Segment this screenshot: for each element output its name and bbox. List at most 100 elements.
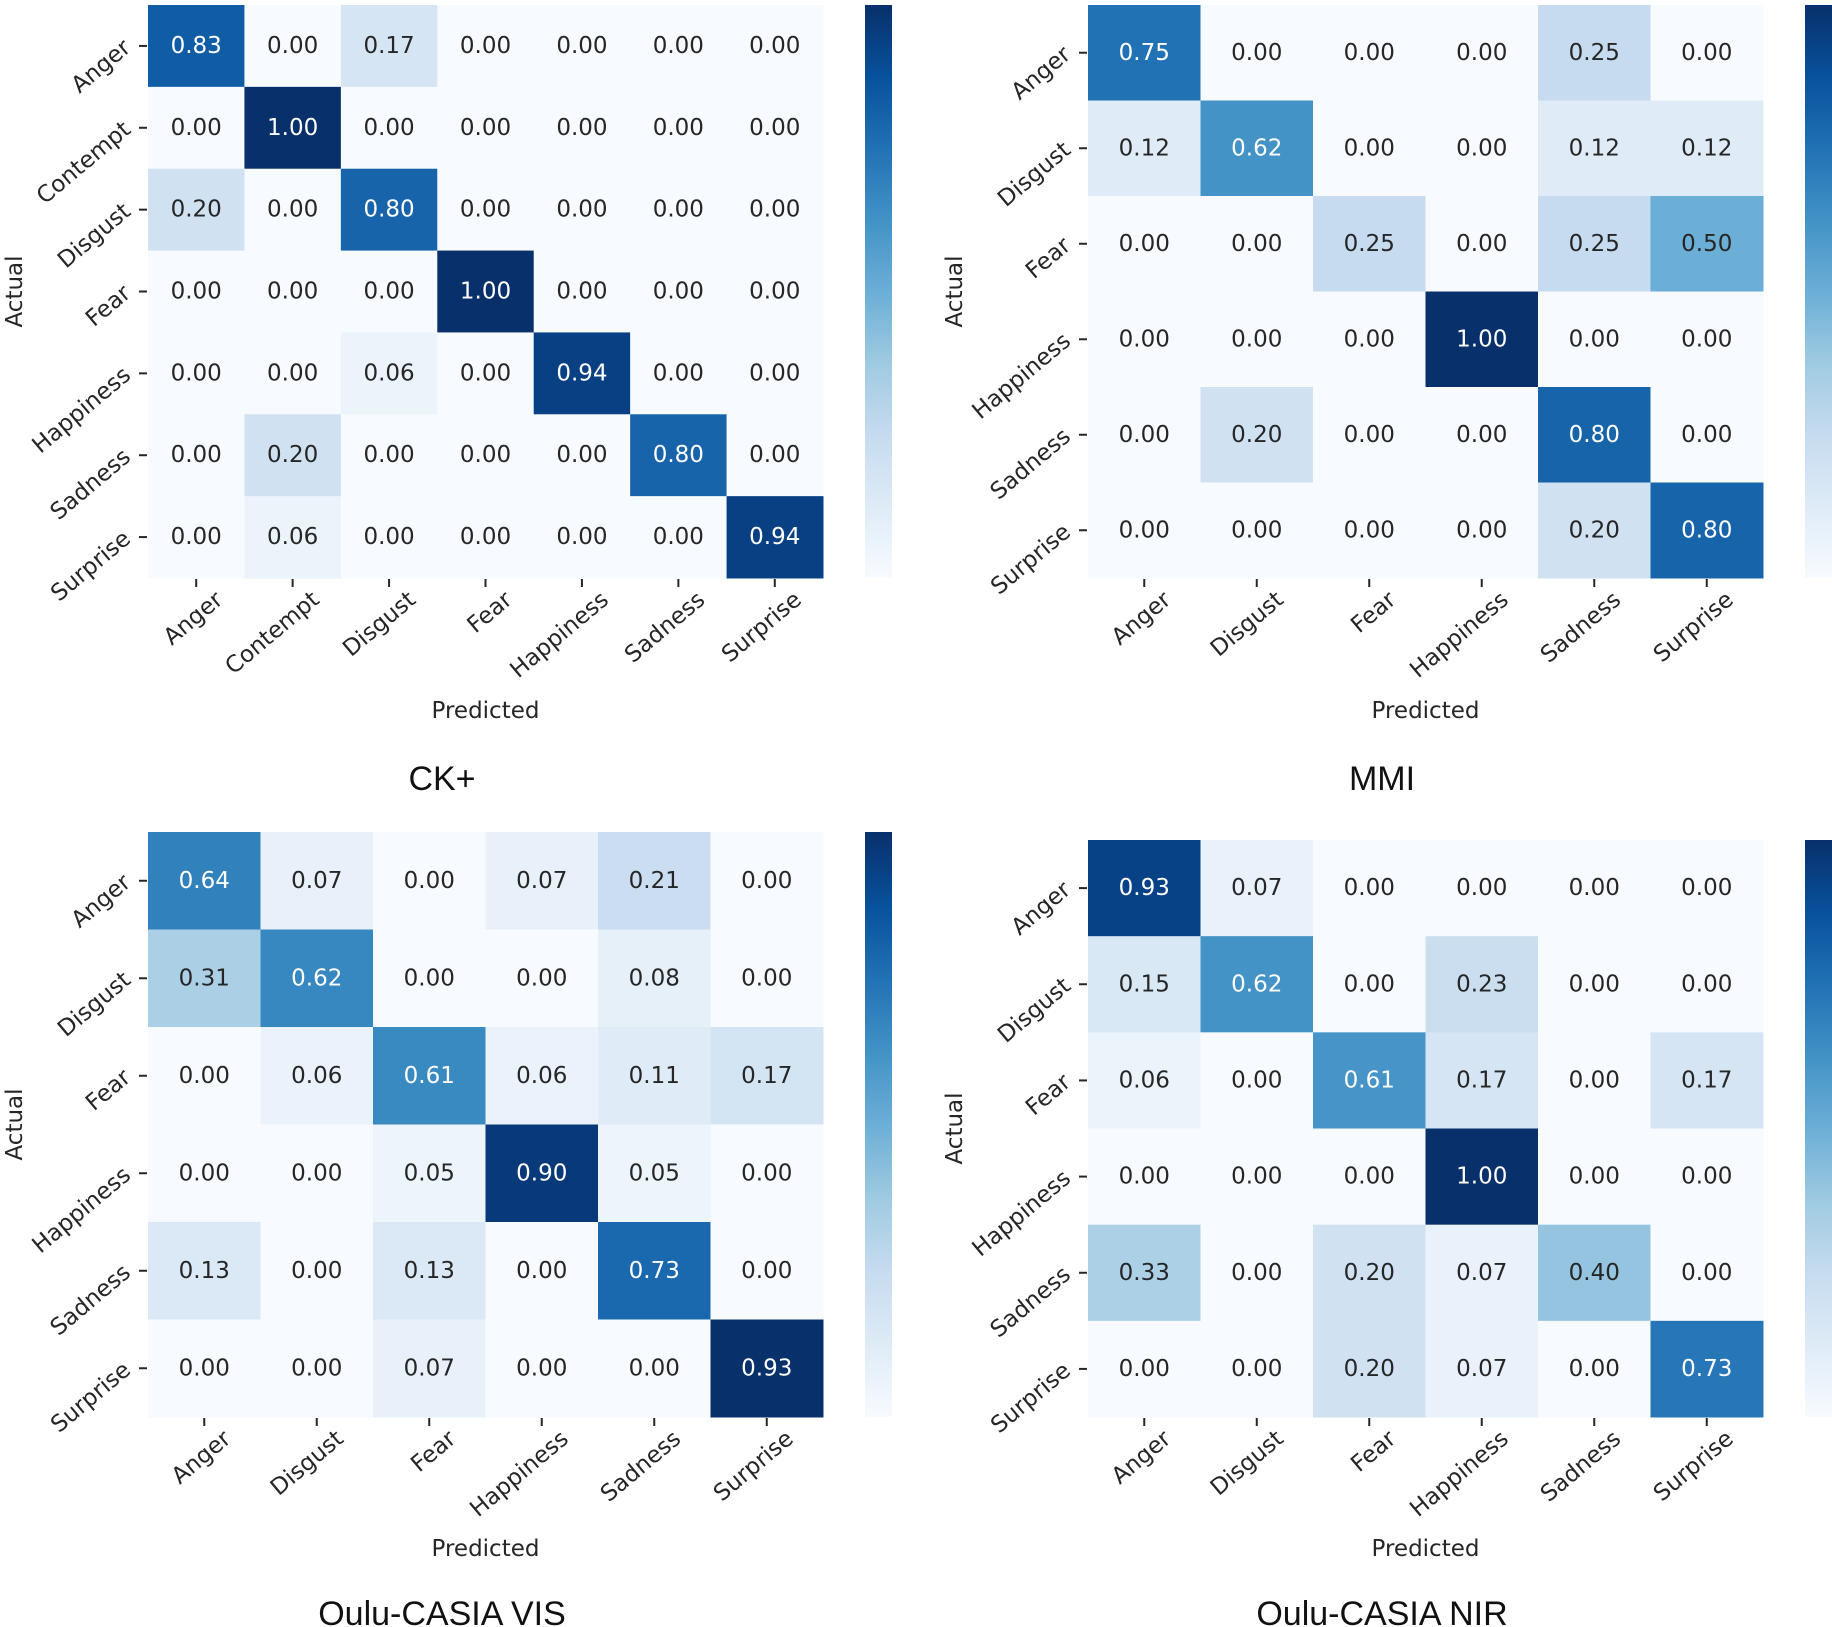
- cell-value-label: 0.07: [404, 1355, 455, 1381]
- cell-value-label: 0.61: [404, 1063, 455, 1089]
- heatmap-cell: [1313, 1224, 1426, 1322]
- cell-value-label: 0.07: [1456, 1260, 1507, 1286]
- heatmap-cell: [148, 929, 261, 1028]
- cell-value-label: 0.80: [1569, 422, 1620, 448]
- cell-value-label: 0.00: [1569, 1164, 1620, 1190]
- cell-value-label: 0.00: [1231, 326, 1282, 352]
- heatmap-cell: [1200, 936, 1314, 1033]
- heatmap-cell: [1088, 100, 1201, 197]
- y-tick-label-fear: Fear: [1021, 232, 1076, 284]
- heatmap-cell: [1200, 840, 1314, 937]
- y-tick-label-happiness: Happiness: [967, 328, 1075, 425]
- heatmap-cell: [1425, 100, 1539, 197]
- heatmap-cell: [1650, 482, 1764, 579]
- heatmap-cell: [710, 1027, 824, 1125]
- cell-value-label: 0.06: [291, 1063, 342, 1089]
- heatmap-panel-ck-plus: 0.83 0.00 0.17 0.00 0.00 0.00 0.00 0.00 1.00 0.00…: [2, 5, 892, 798]
- heatmap-cell: [1313, 1128, 1426, 1226]
- y-tick-label-surprise: Surprise: [986, 519, 1076, 600]
- cell-value-label: 0.00: [267, 197, 318, 223]
- heatmap-cell: [1650, 5, 1764, 101]
- heatmap-cell: [533, 332, 631, 415]
- cell-value-label: 0.07: [291, 868, 342, 894]
- heatmap-cell: [630, 414, 728, 497]
- heatmap-cell: [244, 5, 342, 88]
- heatmap-cell: [1538, 5, 1651, 101]
- cell-value-label: 0.00: [1569, 1356, 1620, 1382]
- heatmap-cell: [1650, 1128, 1764, 1226]
- cell-value-label: 0.00: [556, 115, 607, 141]
- heatmap-cell: [373, 1319, 486, 1418]
- x-tick-label-sadness: Sadness: [1536, 1426, 1626, 1508]
- cell-value-label: 1.00: [267, 115, 318, 141]
- heatmap-cell: [1650, 291, 1764, 388]
- colorbar: [865, 832, 892, 1417]
- heatmap-cell: [630, 250, 728, 333]
- cell-value-label: 0.00: [267, 279, 318, 305]
- cell-value-label: 0.00: [1681, 40, 1732, 66]
- x-tick-label-disgust: Disgust: [338, 587, 421, 662]
- y-tick-label-fear: Fear: [81, 280, 136, 332]
- y-tick-label-disgust: Disgust: [993, 973, 1076, 1048]
- cell-value-label: 0.90: [516, 1160, 567, 1186]
- heatmap-cell: [1650, 387, 1764, 483]
- cell-value-label: 0.00: [1119, 1164, 1170, 1190]
- heatmap-cell: [533, 250, 631, 333]
- cell-value-label: 0.06: [1119, 1067, 1170, 1093]
- heatmap-cell: [1088, 1128, 1201, 1226]
- x-tick-label-surprise: Surprise: [1649, 587, 1739, 668]
- heatmap-panel-oulu-casia-nir: 0.93 0.07 0.00 0.00 0.00 0.00 0.15 0.62 0.00 0.23…: [942, 840, 1832, 1627]
- heatmap-cell: [1200, 291, 1314, 388]
- cell-value-label: 0.00: [1119, 326, 1170, 352]
- heatmap-cell: [373, 1027, 486, 1125]
- heatmap-cell: [598, 1319, 711, 1418]
- cell-value-label: 0.83: [171, 33, 222, 59]
- heatmap-cell: [533, 168, 631, 252]
- heatmap-cell: [340, 86, 438, 170]
- heatmap-panel-oulu-casia-vis: 0.64 0.07 0.00 0.07 0.21 0.00 0.31 0.62 0.00 0.00…: [2, 832, 892, 1627]
- cell-value-label: 0.00: [653, 360, 704, 386]
- heatmap-cell: [485, 929, 599, 1028]
- cell-value-label: 0.00: [1569, 326, 1620, 352]
- cell-value-label: 0.00: [556, 442, 607, 468]
- heatmap-cell: [485, 832, 599, 930]
- colorbar: [1805, 840, 1832, 1417]
- cell-value-label: 0.61: [1344, 1067, 1395, 1093]
- cell-value-label: 0.00: [460, 115, 511, 141]
- x-tick-label-anger: Anger: [167, 1425, 237, 1489]
- panel-caption: CK+: [408, 760, 475, 798]
- panel-caption: Oulu-CASIA VIS: [318, 1595, 566, 1627]
- y-tick-label-happiness: Happiness: [27, 362, 135, 459]
- x-tick-label-fear: Fear: [463, 586, 518, 638]
- heatmap-cell: [1088, 936, 1201, 1033]
- cell-value-label: 0.94: [556, 360, 607, 386]
- y-tick-label-fear: Fear: [1021, 1069, 1076, 1121]
- cell-value-label: 0.94: [749, 524, 800, 550]
- cell-value-label: 0.80: [653, 442, 704, 468]
- cell-value-label: 0.75: [1119, 40, 1170, 66]
- x-tick-label-happiness: Happiness: [1405, 587, 1513, 684]
- heatmap-cell: [630, 168, 728, 252]
- cell-value-label: 0.73: [629, 1258, 680, 1284]
- x-tick-label-anger: Anger: [159, 586, 229, 650]
- heatmap-cell: [1313, 840, 1426, 937]
- y-axis-label: Actual: [2, 1088, 28, 1160]
- heatmap-cell: [1200, 1032, 1314, 1129]
- heatmap-panel-mmi: 0.75 0.00 0.00 0.00 0.25 0.00 0.12 0.62 0.00 0.00…: [942, 5, 1832, 798]
- cell-value-label: 0.00: [267, 33, 318, 59]
- cell-value-label: 0.64: [179, 868, 230, 894]
- heatmap-cell: [340, 5, 438, 88]
- cell-value-label: 0.31: [179, 965, 230, 991]
- cell-value-label: 0.00: [1456, 875, 1507, 901]
- heatmap-cell: [1425, 840, 1539, 937]
- heatmap-cell: [1538, 387, 1651, 483]
- heatmap-cell: [340, 414, 438, 497]
- heatmap-cell: [1425, 1032, 1539, 1129]
- cell-value-label: 0.00: [1344, 517, 1395, 543]
- panel-caption: Oulu-CASIA NIR: [1256, 1595, 1507, 1627]
- cell-value-label: 0.00: [363, 524, 414, 550]
- heatmap-cell: [1088, 482, 1201, 579]
- cell-value-label: 0.00: [556, 197, 607, 223]
- y-axis-label: Actual: [2, 255, 28, 327]
- cell-value-label: 0.00: [363, 279, 414, 305]
